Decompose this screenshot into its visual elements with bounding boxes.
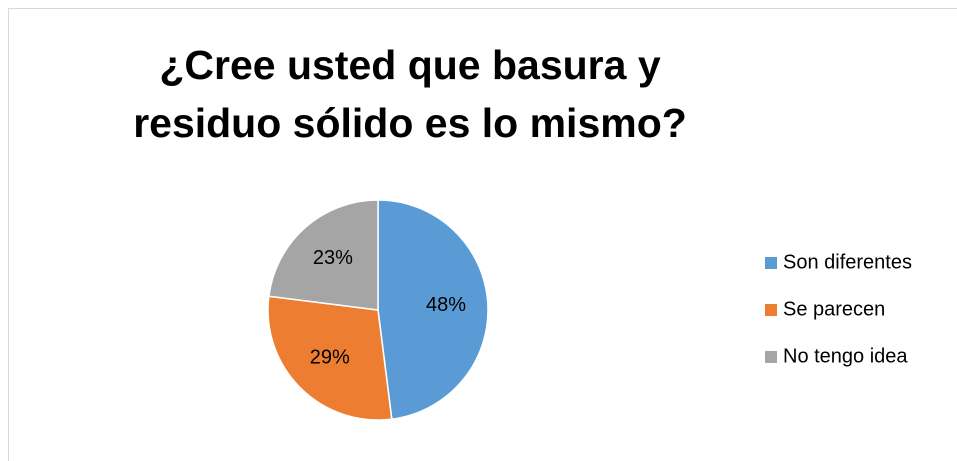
legend-swatch	[765, 304, 777, 316]
legend-swatch	[765, 351, 777, 363]
legend-label: Son diferentes	[783, 251, 912, 273]
data-label: 23%	[313, 247, 353, 269]
legend-swatch	[765, 257, 777, 269]
pie-slice	[377, 199, 489, 420]
data-label: 48%	[426, 294, 466, 316]
pie-slice	[268, 199, 379, 311]
chart-title: ¿Cree usted que basura y residuo sólido …	[133, 42, 687, 146]
legend-label: Se parecen	[783, 298, 885, 320]
chart-border	[8, 8, 957, 461]
data-label: 29%	[310, 347, 350, 369]
legend-label: No tengo idea	[783, 345, 908, 367]
pie-slice	[267, 295, 393, 421]
